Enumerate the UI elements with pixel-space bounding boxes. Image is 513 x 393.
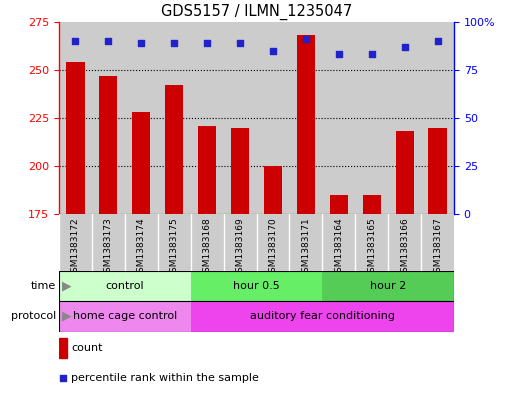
Bar — [59, 22, 92, 214]
Bar — [330, 195, 348, 214]
Bar — [421, 22, 454, 214]
Text: hour 2: hour 2 — [370, 281, 406, 291]
Bar — [388, 22, 421, 214]
Bar — [191, 271, 322, 301]
Point — [104, 38, 112, 44]
Bar — [231, 127, 249, 214]
Text: percentile rank within the sample: percentile rank within the sample — [71, 373, 259, 384]
Bar — [157, 22, 191, 214]
Point — [302, 36, 310, 42]
Bar — [165, 85, 183, 214]
Point — [71, 38, 80, 44]
Bar — [396, 131, 413, 214]
Bar — [355, 22, 388, 214]
Point — [170, 40, 179, 46]
Bar — [198, 126, 216, 214]
Text: auditory fear conditioning: auditory fear conditioning — [250, 311, 395, 321]
Bar — [322, 271, 454, 301]
Point — [368, 51, 376, 57]
Text: protocol: protocol — [11, 311, 56, 321]
Text: GSM1383172: GSM1383172 — [71, 217, 80, 278]
Bar — [363, 195, 381, 214]
Text: GSM1383170: GSM1383170 — [268, 217, 278, 278]
Text: GSM1383167: GSM1383167 — [433, 217, 442, 278]
Bar — [59, 271, 191, 301]
Bar — [132, 112, 150, 214]
Title: GDS5157 / ILMN_1235047: GDS5157 / ILMN_1235047 — [161, 4, 352, 20]
Bar — [264, 166, 282, 214]
Text: time: time — [31, 281, 56, 291]
Bar — [256, 22, 289, 214]
Bar — [59, 338, 67, 358]
Bar — [59, 301, 191, 332]
Bar — [100, 75, 117, 214]
Text: GSM1383174: GSM1383174 — [137, 217, 146, 278]
Text: GSM1383175: GSM1383175 — [170, 217, 179, 278]
Point — [137, 40, 145, 46]
Text: ▶: ▶ — [62, 310, 71, 323]
Text: control: control — [106, 281, 144, 291]
Bar — [322, 22, 355, 214]
Text: GSM1383165: GSM1383165 — [367, 217, 376, 278]
Text: GSM1383173: GSM1383173 — [104, 217, 113, 278]
Text: hour 0.5: hour 0.5 — [233, 281, 280, 291]
Bar — [224, 22, 256, 214]
Text: GSM1383171: GSM1383171 — [301, 217, 310, 278]
Point — [433, 38, 442, 44]
Bar — [191, 22, 224, 214]
Bar — [125, 22, 157, 214]
Text: home cage control: home cage control — [73, 311, 177, 321]
Text: ▶: ▶ — [62, 279, 71, 292]
Point — [203, 40, 211, 46]
Text: count: count — [71, 343, 103, 353]
Point — [401, 44, 409, 50]
Point — [236, 40, 244, 46]
Point — [269, 47, 277, 53]
Bar — [428, 127, 447, 214]
Text: GSM1383166: GSM1383166 — [400, 217, 409, 278]
Text: GSM1383164: GSM1383164 — [334, 217, 343, 278]
Point — [334, 51, 343, 57]
Bar — [66, 62, 85, 214]
Bar — [289, 22, 322, 214]
Bar — [191, 301, 454, 332]
Bar — [92, 22, 125, 214]
Text: GSM1383169: GSM1383169 — [235, 217, 245, 278]
Point — [59, 375, 67, 382]
Text: GSM1383168: GSM1383168 — [203, 217, 212, 278]
Bar — [297, 35, 315, 214]
